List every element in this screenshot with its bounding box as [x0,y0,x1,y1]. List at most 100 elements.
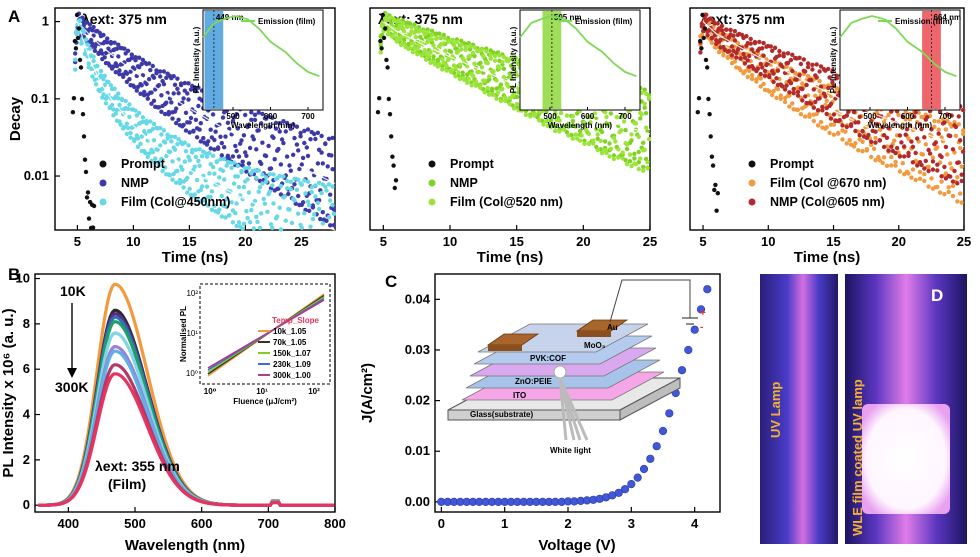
data-point [932,124,937,129]
data-point [844,124,849,130]
data-point [315,161,321,166]
data-point [801,57,806,62]
data-point [459,38,464,43]
data-point [386,96,391,102]
data-point [511,106,517,111]
data-point [194,197,200,202]
data-point [296,211,301,216]
data-point [721,53,726,58]
data-point [299,182,304,187]
data-point [245,215,250,221]
data-point [175,86,180,92]
data-point [762,73,768,78]
data-point [851,109,857,115]
inset-x-label: Fluence (μJ/cm²) [233,397,297,406]
data-point [440,57,445,62]
y-axis-label: Decay [7,96,24,141]
data-point [391,163,396,168]
data-point [186,97,191,102]
data-point [465,72,470,77]
data-point [636,149,641,155]
y-tick-label: 0.00 [405,494,430,509]
data-point [703,57,709,63]
data-point [385,32,391,37]
data-point [513,58,518,63]
data-point [217,175,222,180]
data-point [466,40,471,46]
data-point [953,124,959,130]
data-point [582,141,587,146]
data-point [719,28,725,33]
data-point [903,109,908,115]
data-point [510,85,515,90]
data-point [236,184,242,190]
data-point [528,114,533,119]
data-point [959,164,964,169]
inset-y-label: PL Intensity (a.u.) [192,26,201,93]
data-point [889,163,894,168]
white-light-label: White light [550,446,591,455]
data-point [824,125,829,130]
data-point [917,176,923,181]
data-point [636,134,641,139]
data-point [755,66,760,71]
fit-line [382,21,651,135]
data-point [235,163,240,169]
data-point [503,95,508,100]
data-point [305,127,311,132]
data-point [256,168,261,173]
data-point [400,25,405,30]
data-point [478,82,483,87]
data-point [396,18,401,24]
data-point [712,33,717,38]
data-point [506,84,511,89]
data-point [187,158,192,163]
data-point [811,87,816,92]
data-point [923,142,928,147]
data-point [105,40,110,45]
data-point [91,24,96,30]
data-point [170,159,175,164]
data-point [771,79,776,85]
data-point [448,67,454,73]
data-point [698,38,703,44]
data-point [294,124,300,129]
data-point [222,177,227,182]
data-point [124,121,130,126]
data-point [731,33,736,38]
data-point [276,146,281,152]
data-point [599,129,605,135]
data-point [902,144,907,149]
data-point [742,55,748,60]
data-point [491,69,496,74]
data-point [734,55,739,60]
data-point [939,154,944,160]
data-point [125,48,131,53]
x-axis-label: Time (ns) [162,249,228,266]
data-point [492,58,498,63]
data-point [774,95,779,101]
data-point [95,63,100,69]
data-point [140,119,146,125]
x-tick-label: 15 [509,234,523,249]
data-point [923,158,928,164]
data-point [831,83,837,89]
data-point [377,96,382,101]
data-point [176,137,181,142]
data-point [642,101,647,107]
y-tick-label: 0.01 [405,443,430,458]
data-point [570,136,575,141]
data-point [316,147,322,152]
data-point [929,176,934,181]
data-point [831,122,837,127]
data-point [202,198,207,203]
data-point [795,93,801,98]
data-point [758,71,763,77]
data-point [599,124,605,129]
data-point [144,121,149,126]
data-point [749,73,755,78]
data-point [920,152,926,157]
data-point [82,157,88,162]
data-point [288,179,293,184]
data-point [700,12,705,18]
